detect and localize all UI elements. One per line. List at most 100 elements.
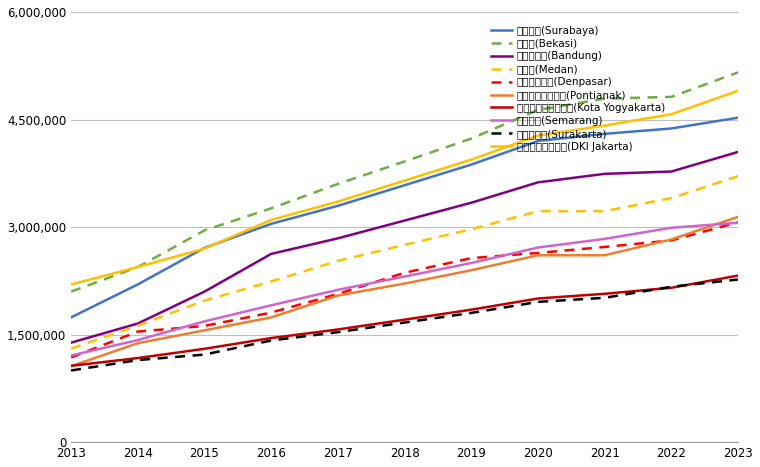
メダン(Medan): [334, 258, 343, 264]
バンドゥン(Bandung): [667, 169, 676, 174]
スラバヤ(Surabaya): [400, 183, 409, 188]
Line: スラカルタ(Surakarta): スラカルタ(Surakarta): [71, 279, 738, 370]
ジョグジャカルタ市(Kota Yogyakarta): [267, 335, 276, 341]
ジョグジャカルタ市(Kota Yogyakarta): [467, 307, 476, 312]
ジャカルタ特別州(DKI Jakarta): [200, 246, 209, 251]
スマラン(Semarang): [600, 236, 610, 241]
デンパサール(Denpasar): [133, 329, 142, 334]
バンドゥン(Bandung): [133, 321, 142, 326]
ポンティアナック(Pontianak): [600, 253, 610, 258]
メダン(Medan): [600, 208, 610, 214]
ジャカルタ特別州(DKI Jakarta): [733, 88, 743, 93]
スラバヤ(Surabaya): [534, 138, 543, 144]
デンパサール(Denpasar): [400, 270, 409, 276]
スラバヤ(Surabaya): [467, 162, 476, 167]
スラカルタ(Surakarta): [400, 320, 409, 325]
ジョグジャカルタ市(Kota Yogyakarta): [667, 285, 676, 290]
ポンティアナック(Pontianak): [400, 281, 409, 286]
スマラン(Semarang): [334, 287, 343, 293]
デンパサール(Denpasar): [467, 255, 476, 261]
Line: ジョグジャカルタ市(Kota Yogyakarta): ジョグジャカルタ市(Kota Yogyakarta): [71, 276, 738, 366]
Line: メダン(Medan): メダン(Medan): [71, 176, 738, 348]
スラバヤ(Surabaya): [334, 203, 343, 209]
スマラン(Semarang): [400, 274, 409, 279]
バンドゥン(Bandung): [600, 171, 610, 177]
デンパサール(Denpasar): [267, 310, 276, 315]
スマラン(Semarang): [667, 225, 676, 231]
デンパサール(Denpasar): [200, 323, 209, 329]
Line: ブカシ(Bekasi): ブカシ(Bekasi): [71, 72, 738, 291]
ジョグジャカルタ市(Kota Yogyakarta): [66, 363, 75, 368]
スラカルタ(Surakarta): [334, 329, 343, 335]
スラカルタ(Surakarta): [133, 357, 142, 363]
デンパサール(Denpasar): [334, 291, 343, 297]
ブカシ(Bekasi): [534, 107, 543, 113]
スラカルタ(Surakarta): [467, 310, 476, 316]
ジョグジャカルタ市(Kota Yogyakarta): [400, 317, 409, 322]
ブカシ(Bekasi): [334, 181, 343, 187]
バンドゥン(Bandung): [467, 200, 476, 205]
ポンティアナック(Pontianak): [334, 293, 343, 298]
メダン(Medan): [400, 242, 409, 248]
スラバヤ(Surabaya): [667, 126, 676, 131]
ジョグジャカルタ市(Kota Yogyakarta): [733, 273, 743, 278]
メダン(Medan): [467, 226, 476, 232]
スマラン(Semarang): [267, 303, 276, 308]
バンドゥン(Bandung): [400, 218, 409, 223]
Line: スマラン(Semarang): スマラン(Semarang): [71, 223, 738, 355]
スラカルタ(Surakarta): [66, 368, 75, 373]
ブカシ(Bekasi): [200, 227, 209, 233]
Line: デンパサール(Denpasar): デンパサール(Denpasar): [71, 222, 738, 358]
バンドゥン(Bandung): [66, 340, 75, 346]
Line: ジャカルタ特別州(DKI Jakarta): ジャカルタ特別州(DKI Jakarta): [71, 91, 738, 284]
スラバヤ(Surabaya): [733, 115, 743, 120]
スラカルタ(Surakarta): [733, 276, 743, 282]
ブカシ(Bekasi): [267, 205, 276, 211]
ブカシ(Bekasi): [600, 96, 610, 101]
ジャカルタ特別州(DKI Jakarta): [267, 217, 276, 223]
スラバヤ(Surabaya): [200, 245, 209, 251]
スラバヤ(Surabaya): [133, 282, 142, 287]
バンドゥン(Bandung): [334, 235, 343, 241]
スラカルタ(Surakarta): [200, 352, 209, 357]
メダン(Medan): [733, 173, 743, 179]
ポンティアナック(Pontianak): [667, 237, 676, 242]
メダン(Medan): [66, 346, 75, 351]
スラカルタ(Surakarta): [534, 299, 543, 304]
デンパサール(Denpasar): [600, 244, 610, 250]
Line: バンドゥン(Bandung): バンドゥン(Bandung): [71, 152, 738, 343]
メダン(Medan): [667, 195, 676, 201]
バンドゥン(Bandung): [733, 149, 743, 155]
スラバヤ(Surabaya): [600, 131, 610, 137]
ポンティアナック(Pontianak): [267, 315, 276, 320]
ジャカルタ特別州(DKI Jakarta): [133, 264, 142, 270]
スラバヤ(Surabaya): [267, 221, 276, 226]
ジャカルタ特別州(DKI Jakarta): [334, 199, 343, 205]
スラバヤ(Surabaya): [66, 315, 75, 320]
デンパサール(Denpasar): [667, 238, 676, 243]
ブカシ(Bekasi): [66, 289, 75, 294]
Legend: スラバヤ(Surabaya), ブカシ(Bekasi), バンドゥン(Bandung), メダン(Medan), デンパサール(Denpasar), ポンティア: スラバヤ(Surabaya), ブカシ(Bekasi), バンドゥン(Bandu…: [486, 21, 669, 156]
スラカルタ(Surakarta): [267, 338, 276, 343]
ジャカルタ特別州(DKI Jakarta): [400, 178, 409, 184]
ポンティアナック(Pontianak): [66, 363, 75, 369]
スラカルタ(Surakarta): [667, 284, 676, 290]
ポンティアナック(Pontianak): [200, 327, 209, 333]
ブカシ(Bekasi): [467, 136, 476, 142]
デンパサール(Denpasar): [534, 250, 543, 256]
メダン(Medan): [534, 208, 543, 214]
ポンティアナック(Pontianak): [467, 268, 476, 273]
バンドゥン(Bandung): [267, 251, 276, 257]
ポンティアナック(Pontianak): [733, 214, 743, 219]
ブカシ(Bekasi): [133, 264, 142, 270]
ジャカルタ特別州(DKI Jakarta): [534, 133, 543, 138]
ジャカルタ特別州(DKI Jakarta): [467, 157, 476, 163]
スマラン(Semarang): [467, 260, 476, 266]
スラカルタ(Surakarta): [600, 295, 610, 301]
ポンティアナック(Pontianak): [534, 253, 543, 258]
スマラン(Semarang): [733, 220, 743, 226]
Line: スラバヤ(Surabaya): スラバヤ(Surabaya): [71, 118, 738, 318]
ジャカルタ特別州(DKI Jakarta): [66, 282, 75, 287]
メダン(Medan): [267, 279, 276, 284]
バンドゥン(Bandung): [534, 179, 543, 185]
